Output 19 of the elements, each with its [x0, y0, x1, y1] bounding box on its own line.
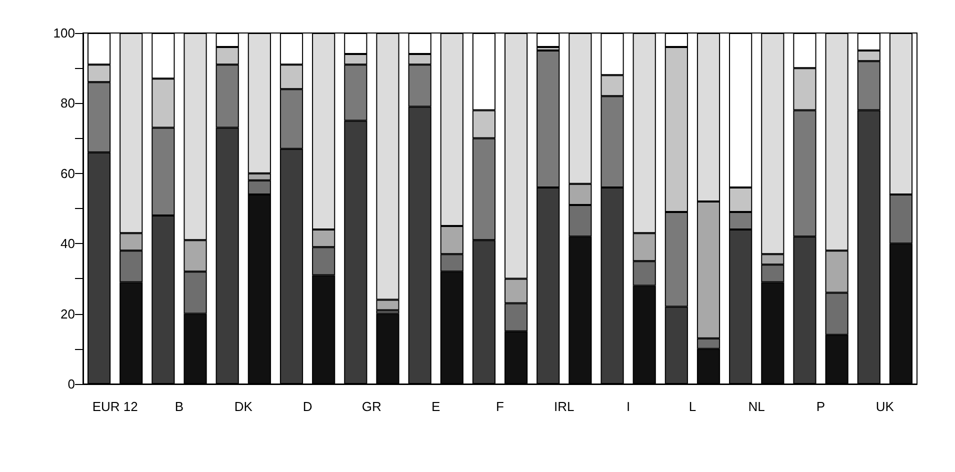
x-tick-label: L — [688, 399, 696, 414]
x-tick-label: D — [302, 399, 312, 414]
x-tick-label: B — [174, 399, 184, 414]
y-tick-label: 0 — [68, 376, 75, 392]
y-tick-label: 60 — [60, 166, 75, 181]
x-tick-label: NL — [748, 399, 765, 414]
y-tick-label: 40 — [60, 236, 75, 252]
x-tick-label: IRL — [554, 399, 574, 414]
x-tick-label: EUR 12 — [92, 399, 138, 414]
y-tick-label: 80 — [60, 96, 75, 111]
x-tick-label: GR — [362, 399, 382, 414]
x-tick-label: I — [626, 399, 630, 414]
x-tick-label: F — [496, 399, 504, 414]
y-tick-label: 20 — [60, 306, 75, 322]
y-tick-label: 100 — [53, 26, 75, 40]
x-tick-label: DK — [234, 399, 253, 414]
x-tick-label: E — [432, 399, 441, 414]
x-tick-label: UK — [876, 399, 894, 414]
x-tick-label: P — [816, 399, 826, 414]
